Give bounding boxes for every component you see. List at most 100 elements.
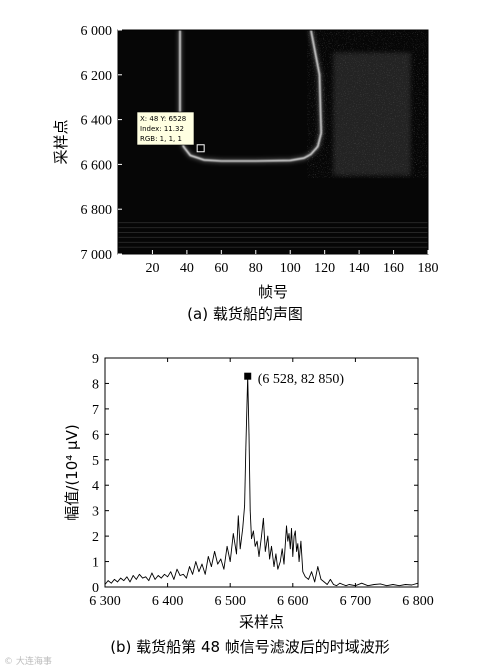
chart-b-data-point: [164, 573, 165, 575]
chart-b-data-point: [239, 548, 241, 550]
chart-b-data-point: [236, 553, 237, 555]
chart-a-x-tick-label: 160: [383, 261, 404, 276]
chart-b-waveform: 6 300 6 400 6 500 6 600 6 700 6 800 0 1 2 3 4 5 6 7 8…: [63, 352, 434, 656]
chart-a-y-axis: 6 000 6 200 6 400 6 600 6 800 7 000: [81, 24, 122, 263]
chart-b-data-point: [261, 535, 262, 537]
chart-b-data-point: [151, 572, 153, 574]
chart-a-y-tick-label: 6 600: [81, 158, 113, 173]
chart-b-data-point: [348, 584, 350, 585]
chart-b-peak-marker: [244, 372, 252, 380]
chart-a-frame: [117, 29, 429, 255]
chart-b-data-point: [217, 563, 219, 565]
chart-b-x-tick-label: 6 700: [340, 594, 372, 609]
chart-a-x-tick-label: 140: [349, 261, 370, 276]
chart-a-datatip: X: 48 Y: 6528 Index: 11.32 RGB: 1, 1, 1: [136, 111, 205, 153]
chart-b-data-point: [287, 540, 289, 542]
chart-b-data-point: [179, 575, 181, 576]
chart-b-data-point: [367, 585, 369, 587]
chart-b-data-point: [317, 566, 319, 567]
chart-b-data-point: [242, 528, 244, 529]
chart-b-data-point: [223, 568, 225, 570]
chart-b-data-point: [294, 530, 296, 532]
chart-b-data-point: [170, 571, 172, 573]
chart-b-y-tick-label: 5: [92, 454, 99, 469]
chart-b-x-tick-label: 6 500: [214, 594, 246, 609]
chart-b-data-point: [288, 533, 290, 534]
chart-a-y-tick-label: 6 200: [81, 69, 113, 84]
chart-b-data-point: [277, 568, 279, 570]
chart-a-wake-haze: [333, 52, 411, 176]
chart-b-data-point: [264, 551, 266, 552]
chart-a-echo-imagery: [118, 30, 428, 248]
chart-a-x-axis-label: 帧号: [258, 283, 288, 301]
chart-b-y-tick-label: 0: [92, 581, 99, 596]
chart-b-series-line: [104, 375, 419, 587]
chart-b-data-point: [275, 553, 277, 555]
chart-a-datatip-marker: [196, 144, 205, 153]
chart-a-x-tick-label: 120: [314, 261, 335, 276]
chart-b-y-tick-label: 4: [92, 479, 99, 494]
chart-b-caption: (b) 载货船第 48 帧信号滤波后的时域波形: [110, 638, 390, 656]
chart-b-frame: [104, 357, 419, 588]
chart-b-data-point: [361, 582, 363, 584]
chart-b-data-point: [107, 580, 109, 581]
chart-b-data-point: [355, 585, 356, 587]
chart-b-data-point: [311, 571, 312, 573]
chart-a-y-tick-label: 6 800: [81, 203, 113, 218]
chart-b-data-point: [126, 576, 128, 578]
chart-b-data-point: [398, 585, 400, 587]
chart-b-data-point: [373, 584, 375, 585]
chart-b-data-point: [333, 584, 334, 585]
chart-b-data-point: [232, 533, 234, 534]
chart-b-series: [104, 375, 419, 587]
chart-b-data-point: [182, 573, 184, 575]
chart-b-data-point: [258, 556, 260, 557]
chart-b-y-tick-label: 2: [92, 530, 99, 545]
chart-b-data-point: [245, 449, 247, 450]
chart-b-data-point: [323, 581, 325, 583]
chart-b-x-axis: 6 300 6 400 6 500 6 600 6 700 6 800: [89, 358, 434, 609]
chart-b-data-point: [300, 540, 302, 542]
chart-b-data-point: [392, 584, 394, 585]
chart-b-data-point: [271, 545, 272, 547]
chart-b-data-point: [198, 571, 200, 573]
chart-b-data-point: [308, 579, 309, 580]
chart-b-data-point: [120, 577, 122, 579]
chart-b-x-tick-label: 6 800: [402, 594, 434, 609]
chart-a-x-tick-label: 20: [145, 261, 159, 276]
chart-b-data-point: [254, 545, 256, 547]
chart-b-data-point: [211, 566, 212, 567]
chart-b-data-point: [104, 584, 106, 585]
chart-a-datatip-box: [136, 111, 195, 146]
chart-b-data-point: [326, 584, 328, 585]
chart-b-data-point: [289, 548, 291, 550]
chart-b-data-point: [192, 573, 193, 575]
chart-b-data-point: [139, 573, 140, 575]
chart-a-y-tick-label: 6 400: [81, 114, 113, 129]
chart-b-data-point: [314, 581, 316, 583]
chart-b-data-point: [273, 566, 275, 567]
chart-b-data-point: [244, 505, 245, 506]
chart-b-data-point: [279, 561, 281, 562]
chart-b-data-point: [302, 571, 304, 573]
chart-b-y-tick-label: 7: [92, 403, 99, 418]
chart-b-x-tick-label: 6 600: [277, 594, 309, 609]
chart-a-y-axis-label: 采样点: [52, 119, 70, 164]
chart-b-data-point: [417, 582, 419, 584]
chart-b-data-point: [251, 538, 252, 540]
chart-b-data-point: [267, 535, 269, 537]
chart-b-y-axis-label: 幅值/(10⁴ μV): [63, 424, 81, 520]
chart-a-plot-area: [117, 29, 429, 255]
chart-b-data-point: [220, 558, 222, 560]
chart-b-data-point: [173, 579, 175, 580]
chart-b-data-point: [411, 584, 413, 586]
chart-b-data-point: [229, 561, 231, 562]
chart-b-data-point: [269, 558, 270, 560]
chart-b-y-axis: 0 1 2 3 4 5 6 7 8 9: [92, 352, 418, 596]
chart-b-data-point: [281, 548, 283, 550]
chart-a-x-axis: 20 40 60 80 100 120 140 160 180: [145, 250, 439, 276]
chart-b-data-point: [186, 577, 187, 579]
chart-b-data-point: [204, 573, 206, 575]
chart-b-data-point: [336, 585, 337, 587]
